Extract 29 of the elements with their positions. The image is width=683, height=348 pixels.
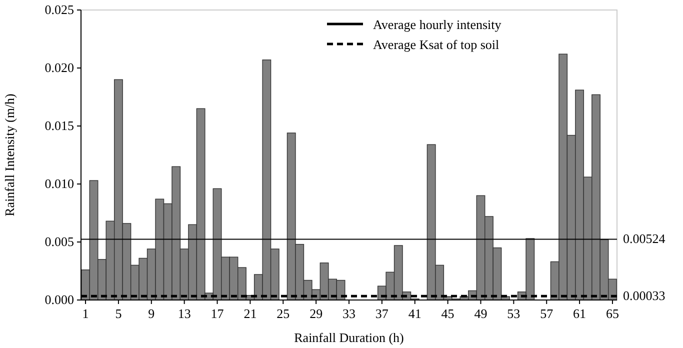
x-tick-label: 45 [441, 306, 454, 321]
x-tick-label: 9 [148, 306, 155, 321]
x-tick-label: 49 [474, 306, 488, 321]
x-tick-label: 61 [573, 306, 586, 321]
text: 0.00524 [623, 231, 666, 246]
x-tick-label: 37 [375, 306, 389, 321]
x-tick-label: 53 [507, 306, 520, 321]
x-tick-label: 41 [408, 306, 422, 321]
x-tick-label: 33 [342, 306, 356, 321]
y-tick-label: 0.025 [44, 2, 74, 17]
x-tick-label: 25 [276, 306, 290, 321]
x-tick-label: 17 [210, 306, 224, 321]
y-axis-title: Rainfall Intensity (m/h) [2, 94, 17, 216]
x-axis-title: Rainfall Duration (h) [294, 330, 404, 345]
x-tick-label: 65 [606, 306, 619, 321]
x-tick-label: 5 [115, 306, 122, 321]
x-tick-label: 13 [178, 306, 191, 321]
x-tick-label: 57 [540, 306, 554, 321]
y-tick-label: 0.010 [44, 176, 74, 191]
x-tick-label: 29 [310, 306, 323, 321]
y-tick-label: 0.015 [44, 118, 74, 133]
x-tick-label: 21 [244, 306, 257, 321]
y-tick-label: 0.005 [44, 234, 74, 249]
text: 0.00033 [623, 288, 666, 304]
legend-label: Average hourly intensity [373, 17, 502, 32]
y-tick-label: 0.020 [44, 60, 74, 75]
y-tick-label: 0.000 [44, 292, 74, 307]
legend-label: Average Ksat of top soil [373, 37, 500, 52]
x-tick-label: 1 [82, 306, 89, 321]
